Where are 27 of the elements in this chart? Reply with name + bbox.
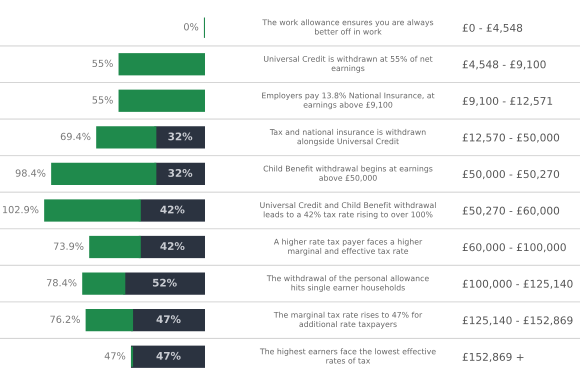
- y-tick-label: £60,000 - £100,000: [462, 243, 566, 252]
- y-tick-label: £50,000 - £50,270: [462, 170, 560, 180]
- total-label: 76.2%: [50, 316, 80, 323]
- total-label: 98.4%: [16, 169, 46, 177]
- data-label: 42%: [160, 206, 185, 214]
- y-tick-label: £12,570 - £50,000: [462, 134, 560, 143]
- y-tick-label: £0 - £4,548: [462, 24, 522, 33]
- data-label: 32%: [168, 169, 192, 177]
- total-label: 102.9%: [2, 206, 38, 214]
- data-label: 52%: [152, 278, 177, 287]
- y-tick-label: £125,140 - £152,869: [462, 316, 573, 326]
- y-tick-label: £9,100 - £12,571: [462, 96, 552, 106]
- data-label: 32%: [168, 132, 192, 140]
- y-tick-label: £4,548 - £9,100: [462, 60, 546, 70]
- y-tick-label: £152,869 +: [462, 352, 524, 362]
- total-label: 55%: [92, 60, 113, 68]
- y-tick-label: £100,000 - £125,140: [462, 280, 573, 289]
- total-label: 73.9%: [54, 242, 84, 250]
- total-label: 55%: [92, 96, 113, 104]
- data-label: 47%: [156, 352, 181, 360]
- total-label: 47%: [104, 352, 126, 360]
- total-label: 69.4%: [60, 132, 90, 140]
- y-tick-label: £50,270 - £60,000: [462, 206, 560, 216]
- data-label: 47%: [156, 315, 181, 324]
- total-label: 78.4%: [46, 279, 76, 286]
- total-label: 0%: [184, 23, 198, 30]
- data-label: 42%: [160, 242, 185, 250]
